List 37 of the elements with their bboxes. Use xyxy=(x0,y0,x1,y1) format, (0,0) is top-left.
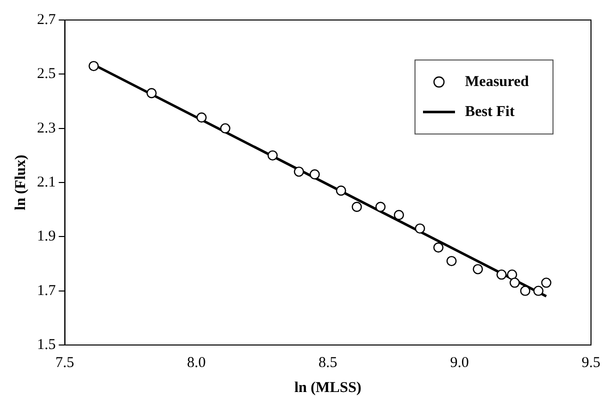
y-axis-title: ln (Flux) xyxy=(12,154,29,210)
point xyxy=(220,123,230,134)
legend-label: Best Fit xyxy=(465,104,515,120)
legend-label: Measured xyxy=(465,74,530,90)
y-tick-label: 1.9 xyxy=(37,228,56,245)
y-tick-label: 1.7 xyxy=(37,282,56,299)
y-tick-label: 2.1 xyxy=(37,174,56,190)
point xyxy=(414,223,426,234)
x-tick-label: 9.0 xyxy=(450,354,469,371)
point xyxy=(510,278,520,288)
y-tick-label: 2.5 xyxy=(37,66,56,82)
y-tick-label: 2.3 xyxy=(37,120,56,136)
point xyxy=(336,186,346,196)
point xyxy=(506,269,518,280)
point xyxy=(294,166,304,177)
point xyxy=(433,242,444,253)
x-axis-title: ln (MLSS) xyxy=(294,380,362,396)
point xyxy=(520,286,530,296)
x-tick-label: 8.0 xyxy=(186,354,206,371)
point xyxy=(352,202,362,212)
point xyxy=(496,269,507,280)
point xyxy=(446,256,457,266)
point xyxy=(533,286,544,296)
y-tick-label: 2.7 xyxy=(37,12,56,28)
x-tick-label: 8.5 xyxy=(318,354,338,371)
point xyxy=(146,88,157,98)
y-tick-label: 1.5 xyxy=(37,336,56,353)
point xyxy=(196,112,207,123)
point xyxy=(268,150,278,161)
point xyxy=(88,60,99,72)
point xyxy=(375,202,386,212)
point xyxy=(310,169,320,180)
x-tick-label: 9.5 xyxy=(582,354,600,371)
point xyxy=(472,264,483,274)
point xyxy=(541,278,552,288)
x-tick-label: 7.5 xyxy=(55,354,74,371)
point xyxy=(394,210,404,220)
